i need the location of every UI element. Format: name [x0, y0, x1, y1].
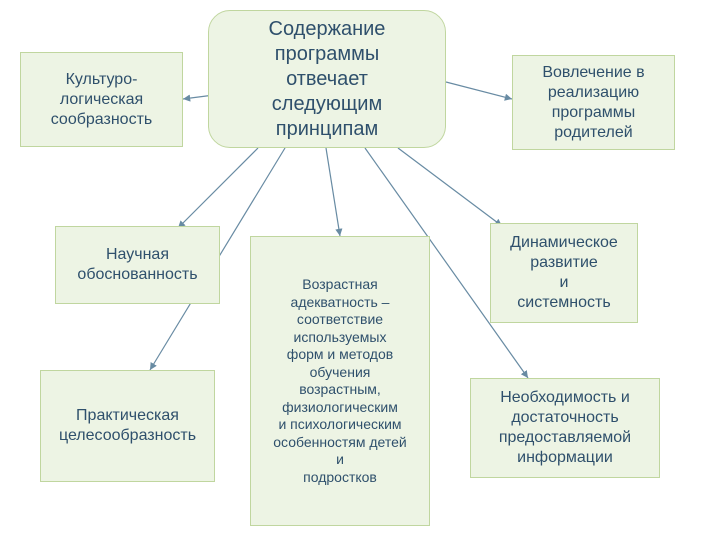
edge-center-dinam	[398, 148, 502, 226]
center-principle-node: Содержание программы отвечает следующим …	[208, 10, 446, 148]
principle-node-vozrast: Возрастная адекватность – соответствие и…	[250, 236, 430, 526]
principle-label: Практическая целесообразность	[59, 406, 196, 446]
principle-node-dinam: Динамическое развитие и системность	[490, 223, 638, 323]
principle-node-prakt: Практическая целесообразность	[40, 370, 215, 482]
center-label: Содержание программы отвечает следующим …	[215, 17, 439, 142]
edge-center-vovlech	[446, 82, 512, 99]
edge-center-nauch	[178, 148, 258, 228]
principle-label: Динамическое развитие и системность	[510, 233, 618, 313]
principle-node-kulturo: Культуро- логическая сообразность	[20, 52, 183, 147]
principle-label: Необходимость и достаточность предоставл…	[499, 388, 631, 468]
principle-node-nauch: Научная обоснованность	[55, 226, 220, 304]
principle-label: Научная обоснованность	[77, 245, 197, 285]
edge-center-vozrast	[326, 148, 340, 236]
principle-label: Культуро- логическая сообразность	[51, 70, 153, 130]
principle-label: Возрастная адекватность – соответствие и…	[273, 276, 407, 486]
principle-label: Вовлечение в реализацию программы родите…	[542, 63, 644, 143]
principle-node-vovlech: Вовлечение в реализацию программы родите…	[512, 55, 675, 150]
principle-node-neobh: Необходимость и достаточность предоставл…	[470, 378, 660, 478]
